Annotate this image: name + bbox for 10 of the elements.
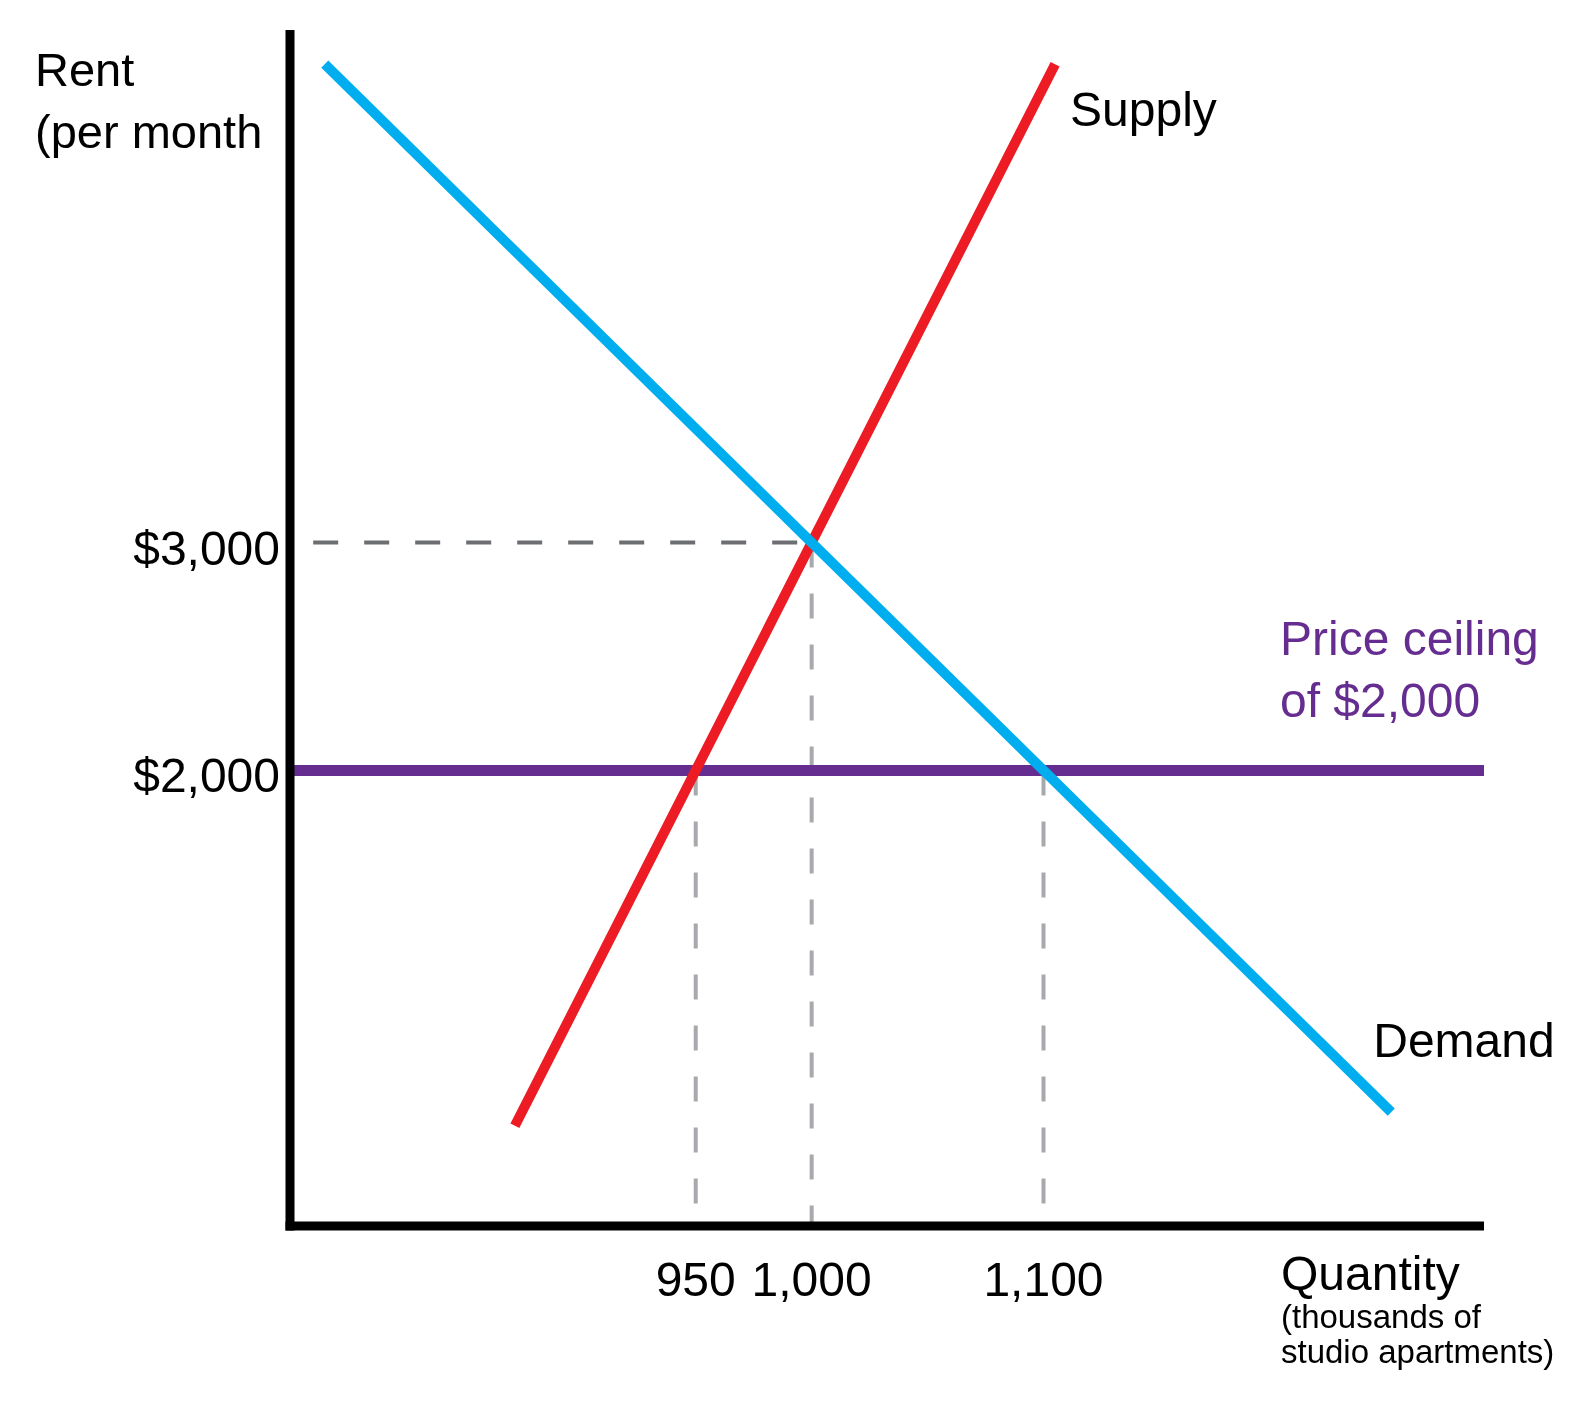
x-tick-label: 1,100 [983, 1253, 1104, 1306]
series-label: Supply [1070, 83, 1217, 137]
y-tick-label: $2,000 [133, 749, 280, 803]
series-label: Demand [1373, 1014, 1555, 1068]
x-tick-label: 1,000 [751, 1253, 872, 1306]
x-axis-title: Quantity (thousands of studio apartments) [1281, 1247, 1555, 1370]
y-tick-label: $3,000 [133, 521, 280, 575]
ref-line-label: Price ceiling of $2,000 [1280, 612, 1539, 728]
x-tick-label: 950 [655, 1253, 736, 1306]
y-axis-title: Rent (per month [35, 43, 263, 158]
